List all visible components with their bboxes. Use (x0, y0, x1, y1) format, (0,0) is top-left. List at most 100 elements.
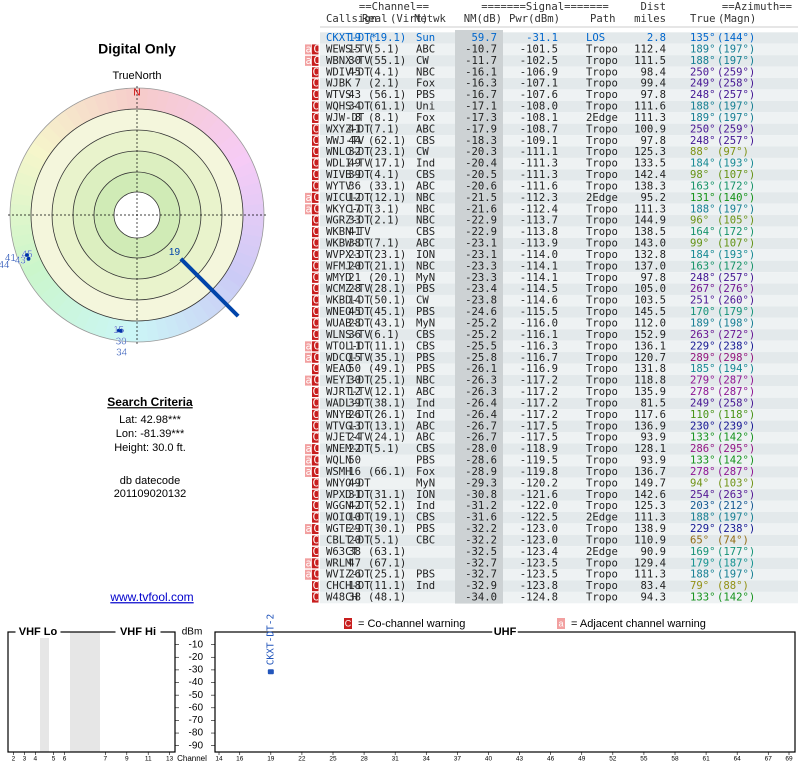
cell-path: 2Edge (586, 112, 618, 124)
cell-nm: -32.5 (465, 546, 497, 558)
cell-real: 15 (348, 43, 361, 55)
cell-virt: (11.1) (368, 580, 406, 592)
row-bg (503, 55, 798, 67)
cell-path: 2Edge (586, 192, 618, 204)
row-bg (503, 66, 798, 78)
cell-nm: -26.3 (465, 386, 497, 398)
cell-real: 23 (348, 249, 361, 261)
cell-true: 250° (690, 66, 716, 78)
cell-path: Tropo (586, 500, 618, 512)
station-marker-label: 44 (0, 260, 10, 271)
cell-netwk: NBC (416, 215, 435, 227)
cell-nm: -17.9 (465, 123, 497, 135)
cell-nm: -23.3 (465, 272, 497, 284)
row-bg (503, 260, 798, 273)
cell-netwk: Ind (416, 580, 435, 592)
cell-callsign: WDLI-TV (326, 158, 371, 170)
cell-real: 10 (348, 512, 361, 524)
cell-real: 44 (348, 135, 361, 147)
cell-real: 12 (348, 192, 361, 204)
cell-nm: -17.1 (465, 101, 497, 113)
cell-real: 41 (348, 226, 361, 238)
ring-segment (217, 275, 241, 298)
row-bg (503, 306, 798, 318)
cell-magn: (172°) (717, 260, 755, 272)
station-marker (118, 329, 123, 333)
warning-flags: C (313, 283, 321, 295)
cell-true: 133° (690, 455, 716, 467)
warning-flags: C (313, 238, 321, 250)
cell-nm: -24.6 (465, 306, 497, 318)
site-link[interactable]: www.tvfool.com (109, 590, 193, 604)
cell-path: Tropo (586, 215, 618, 227)
cell-magn: (179°) (717, 306, 755, 318)
cell-virt: (5.1) (368, 534, 400, 546)
warning-flags: C (313, 123, 321, 135)
row-bg (320, 89, 455, 101)
warning-flag (305, 341, 312, 352)
cell-real: 29 (348, 523, 361, 535)
cell-pwr: -123.4 (520, 546, 558, 558)
lon: Lon: -81.39*** (116, 428, 185, 440)
plot-title: Digital Only (98, 41, 176, 57)
channel-tick-label: 5 (52, 756, 56, 763)
cell-dist: 111.6 (634, 101, 666, 113)
channel-tick-label: 52 (609, 756, 617, 763)
cell-dist: 138.3 (634, 180, 666, 192)
cell-dist: 90.9 (640, 546, 666, 558)
cell-pwr: -111.3 (520, 158, 558, 170)
row-bg (503, 272, 798, 284)
row-bg (503, 352, 798, 364)
cell-magn: (172°) (717, 226, 755, 238)
cell-true: 250° (690, 123, 716, 135)
cell-nm: -20.6 (465, 180, 497, 192)
row-bg (503, 569, 798, 581)
y-tick-label: -20 (189, 652, 204, 663)
row-bg (320, 272, 455, 284)
cell-path: 2Edge (586, 546, 618, 558)
group-header: Dist (640, 1, 666, 13)
warning-flags: C (313, 78, 321, 90)
cell-magn: (107°) (717, 238, 755, 250)
band-gap (70, 632, 100, 752)
cell-true: 189° (690, 112, 716, 124)
cell-virt: (43.1) (368, 318, 406, 330)
row-bg (320, 249, 455, 261)
warning-flag (305, 55, 312, 66)
cell-real: 20 (348, 534, 361, 546)
warning-flags: aC (306, 466, 322, 478)
cell-virt: (35.1) (368, 352, 406, 364)
cell-real: 26 (348, 569, 361, 581)
cell-virt: (63.1) (368, 546, 406, 558)
cell-callsign: WSMH (326, 466, 352, 478)
cell-true: 94° (690, 477, 709, 489)
cell-pwr: -101.5 (520, 43, 558, 55)
cell-magn: (197°) (717, 203, 755, 215)
cell-true: 248° (690, 135, 716, 147)
cell-true: 163° (690, 180, 716, 192)
cell-virt: (5.1) (368, 443, 400, 455)
cell-nm: -23.3 (465, 260, 497, 272)
cell-real: 49 (348, 158, 361, 170)
row-bg (320, 203, 455, 216)
channel-tick-label: 25 (329, 756, 337, 763)
cell-callsign: WOIO-DT (326, 512, 371, 524)
cell-real: 21 (348, 272, 361, 284)
legend-symbol: C (345, 618, 352, 628)
row-bg (320, 294, 455, 307)
ring-segment (104, 89, 120, 113)
row-bg (503, 135, 798, 147)
warning-flag (305, 192, 312, 203)
ring-segment (137, 88, 150, 110)
cell-netwk: Ind (416, 500, 435, 512)
polar-plot: N1915303445434144 (0, 86, 266, 358)
cell-nm: -20.3 (465, 146, 497, 158)
ring-segment (63, 301, 84, 325)
cell-virt: (7.1) (368, 123, 400, 135)
cell-path: Tropo (586, 249, 618, 261)
channel-tick-label: 31 (392, 756, 400, 763)
cell-real: 30 (348, 375, 361, 387)
channel-tick-label: 61 (702, 756, 710, 763)
y-tick-label: -80 (189, 728, 204, 739)
row-bg (320, 180, 455, 193)
